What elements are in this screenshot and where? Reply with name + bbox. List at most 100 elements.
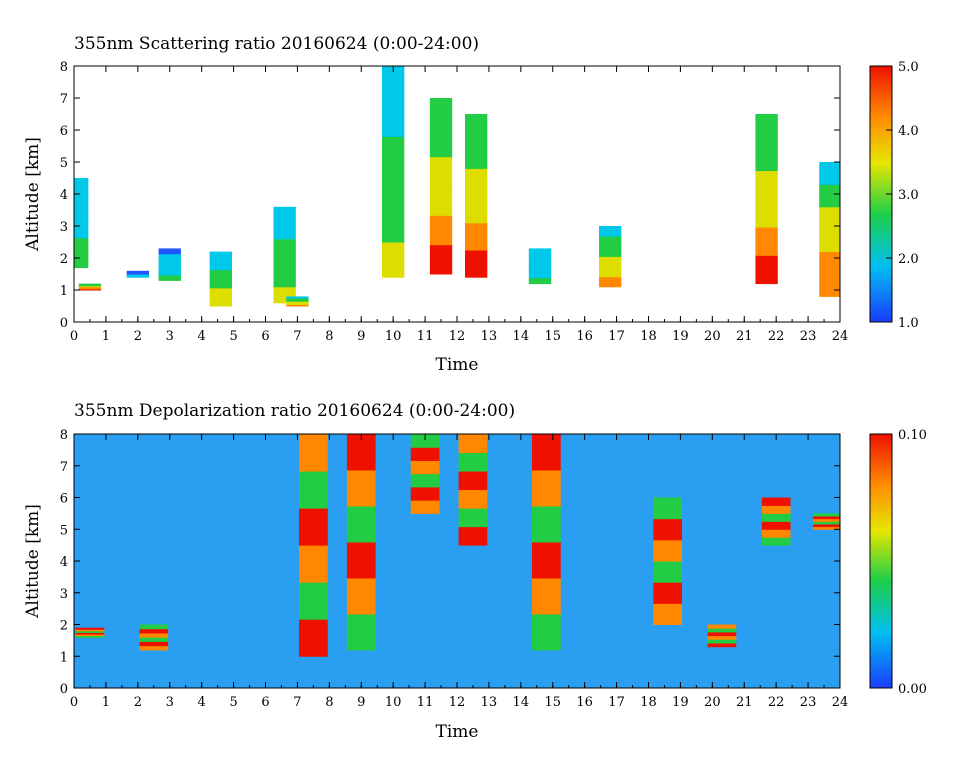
heatmap-feature bbox=[812, 513, 840, 530]
x-axis: 0 1 2 3 4 5 6 7 8 9 10 11 12 13 14 15 16 17 18 19 20 21 22 23 24 bbox=[70, 66, 848, 344]
heatmap-cell bbox=[707, 628, 737, 633]
colorbar-tick-label: 0.10 bbox=[898, 428, 927, 443]
y-tick-label: 7 bbox=[60, 92, 68, 107]
heatmap-cell bbox=[429, 244, 453, 275]
heatmap-cell bbox=[126, 274, 150, 276]
y-tick-label: 3 bbox=[60, 220, 68, 235]
heatmap-cell bbox=[653, 539, 683, 562]
x-tick-label: 10 bbox=[385, 329, 402, 344]
heatmap-cell bbox=[464, 222, 488, 251]
heatmap-feature bbox=[464, 114, 488, 278]
x-tick-label: 12 bbox=[449, 695, 466, 710]
heatmap-cell bbox=[346, 434, 376, 471]
heatmap-cell bbox=[78, 283, 102, 286]
heatmap-cell bbox=[819, 206, 840, 230]
y-tick-label: 3 bbox=[60, 587, 68, 602]
x-axis-label: Time bbox=[436, 722, 479, 742]
depolarization-ratio-panel: 355nm Depolarization ratio 20160624 (0:0… bbox=[23, 401, 927, 742]
x-tick-label: 15 bbox=[544, 695, 561, 710]
heatmap-cell bbox=[812, 526, 840, 530]
heatmap-cell bbox=[653, 561, 683, 583]
heatmap-cell bbox=[286, 296, 309, 299]
heatmap-cell bbox=[599, 246, 622, 257]
heatmap-cell bbox=[599, 236, 622, 247]
chart-title: 355nm Depolarization ratio 20160624 (0:0… bbox=[74, 401, 515, 421]
heatmap-cell bbox=[209, 260, 232, 271]
heatmap-cell bbox=[429, 215, 453, 246]
heatmap-feature bbox=[458, 434, 488, 546]
heatmap-cell bbox=[75, 627, 105, 630]
colorbar-ticks: 0.10 0.00 bbox=[886, 428, 927, 697]
heatmap-cell bbox=[464, 114, 488, 142]
x-tick-label: 9 bbox=[357, 329, 365, 344]
y-tick-label: 8 bbox=[60, 60, 68, 75]
colorbar-tick-label: 0.00 bbox=[898, 682, 927, 697]
heatmap-cell bbox=[755, 198, 778, 228]
y-tick-label: 5 bbox=[60, 523, 68, 538]
heatmap-cell bbox=[458, 489, 488, 509]
x-tick-label: 24 bbox=[832, 329, 849, 344]
heatmap-cell bbox=[139, 637, 169, 642]
heatmap-cell bbox=[812, 523, 840, 528]
x-tick-label: 9 bbox=[357, 695, 365, 710]
heatmap-cell bbox=[528, 260, 552, 267]
x-axis: 0 1 2 3 4 5 6 7 8 9 10 11 12 13 14 15 16 17 18 19 20 21 22 23 24 bbox=[70, 434, 848, 710]
heatmap-cell bbox=[532, 505, 561, 543]
heatmap-feature bbox=[273, 206, 296, 304]
heatmap-cell bbox=[761, 497, 791, 506]
heatmap-feature bbox=[299, 434, 328, 657]
heatmap-cell bbox=[299, 434, 328, 472]
heatmap-cell bbox=[299, 508, 328, 546]
heatmap-cell bbox=[458, 434, 488, 454]
x-tick-label: 24 bbox=[832, 695, 849, 710]
chart-title: 355nm Scattering ratio 20160624 (0:00-24… bbox=[74, 34, 479, 54]
heatmap-cell bbox=[286, 304, 309, 307]
heatmap-cell bbox=[286, 302, 309, 305]
heatmap-cell bbox=[532, 434, 561, 471]
y-tick-label: 0 bbox=[60, 316, 68, 331]
heatmap-cell bbox=[410, 486, 440, 501]
heatmap-cell bbox=[74, 192, 89, 209]
heatmap-cell bbox=[273, 270, 296, 288]
heatmap-marks bbox=[75, 434, 840, 657]
x-tick-label: 6 bbox=[261, 695, 269, 710]
heatmap-cell bbox=[74, 222, 89, 239]
y-tick-label: 7 bbox=[60, 460, 68, 475]
x-tick-label: 17 bbox=[608, 695, 625, 710]
heatmap-feature bbox=[126, 270, 150, 278]
colorbar-tick-label: 3.0 bbox=[898, 188, 919, 203]
heatmap-cell bbox=[299, 619, 328, 657]
heatmap-cell bbox=[819, 251, 840, 275]
heatmap-cell bbox=[653, 603, 683, 625]
heatmap-cell bbox=[78, 288, 102, 291]
x-tick-label: 20 bbox=[704, 695, 721, 710]
heatmap-marks bbox=[74, 66, 840, 307]
heatmap-cell bbox=[346, 505, 376, 543]
heatmap-cell bbox=[429, 98, 453, 128]
heatmap-feature bbox=[429, 98, 453, 275]
heatmap-cell bbox=[755, 227, 778, 256]
heatmap-cell bbox=[209, 278, 232, 289]
heatmap-cell bbox=[812, 521, 840, 525]
x-tick-label: 23 bbox=[800, 329, 817, 344]
heatmap-cell bbox=[158, 269, 181, 276]
heatmap-cell bbox=[458, 526, 488, 546]
heatmap-cell bbox=[158, 264, 181, 271]
heatmap-cell bbox=[464, 250, 488, 278]
heatmap-cell bbox=[299, 471, 328, 509]
x-tick-label: 21 bbox=[736, 329, 753, 344]
heatmap-cell bbox=[599, 256, 622, 268]
heatmap-cell bbox=[429, 127, 453, 158]
heatmap-cell bbox=[532, 613, 561, 651]
heatmap-cell bbox=[299, 582, 328, 620]
heatmap-cell bbox=[209, 296, 232, 307]
heatmap-feature bbox=[139, 624, 169, 651]
heatmap-cell bbox=[75, 629, 105, 632]
heatmap-feature bbox=[599, 226, 622, 288]
heatmap-feature bbox=[209, 251, 232, 307]
x-tick-label: 4 bbox=[198, 695, 206, 710]
heatmap-cell bbox=[78, 284, 102, 287]
heatmap-cell bbox=[346, 613, 376, 651]
